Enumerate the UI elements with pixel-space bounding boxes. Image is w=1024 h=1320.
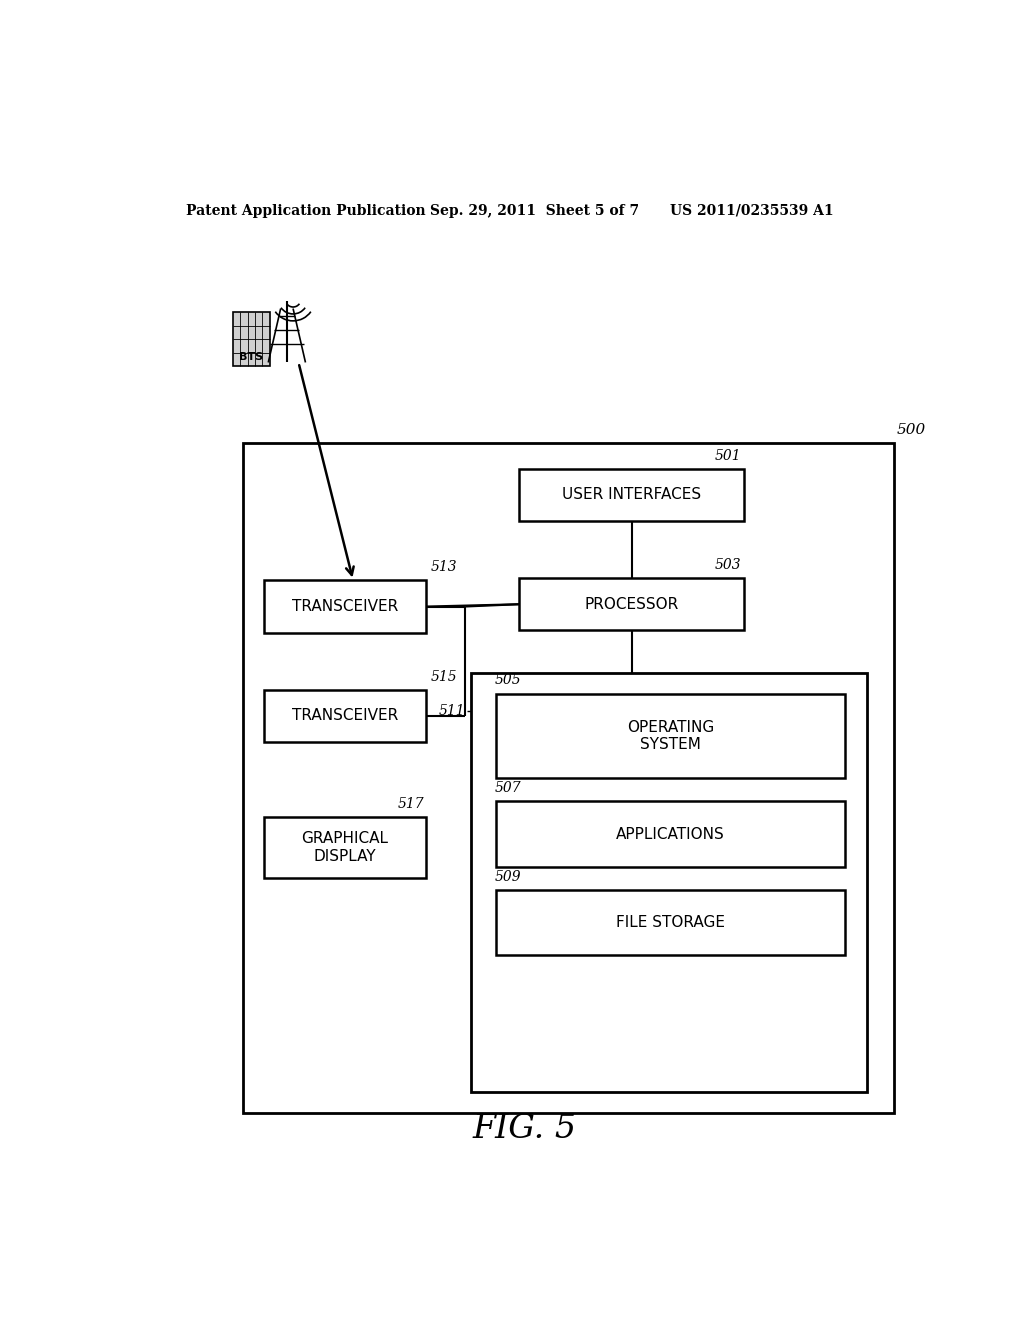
Text: FIG. 5: FIG. 5 [473, 1113, 577, 1144]
Bar [496, 801, 845, 867]
Text: Patent Application Publication: Patent Application Publication [186, 203, 426, 218]
Text: FILE STORAGE: FILE STORAGE [616, 915, 725, 931]
Text: 509: 509 [495, 870, 521, 884]
Text: BTS: BTS [240, 352, 263, 363]
Text: Sep. 29, 2011  Sheet 5 of 7: Sep. 29, 2011 Sheet 5 of 7 [430, 203, 639, 218]
Text: 515: 515 [430, 669, 457, 684]
Bar [263, 689, 426, 742]
Text: 505: 505 [495, 673, 521, 688]
Text: TRANSCEIVER: TRANSCEIVER [292, 599, 398, 614]
Text: 500: 500 [897, 424, 926, 437]
Text: PROCESSOR: PROCESSOR [585, 597, 679, 611]
Text: USER INTERFACES: USER INTERFACES [562, 487, 701, 503]
Bar [243, 444, 894, 1113]
Text: 517: 517 [397, 796, 424, 810]
Text: TRANSCEIVER: TRANSCEIVER [292, 709, 398, 723]
Text: OPERATING
SYSTEM: OPERATING SYSTEM [627, 719, 714, 752]
Bar [263, 817, 426, 878]
Text: GRAPHICAL
DISPLAY: GRAPHICAL DISPLAY [301, 832, 388, 863]
Bar [519, 578, 744, 631]
Bar [471, 673, 866, 1093]
Bar [232, 313, 270, 367]
Bar [496, 693, 845, 779]
Text: 513: 513 [430, 560, 457, 574]
Bar [496, 890, 845, 956]
Text: 503: 503 [715, 558, 741, 572]
Text: APPLICATIONS: APPLICATIONS [616, 826, 725, 842]
Text: 507: 507 [495, 781, 521, 795]
Text: 511: 511 [438, 705, 465, 718]
Bar [519, 469, 744, 521]
Text: US 2011/0235539 A1: US 2011/0235539 A1 [671, 203, 835, 218]
Bar [263, 581, 426, 632]
Text: 501: 501 [715, 449, 741, 462]
